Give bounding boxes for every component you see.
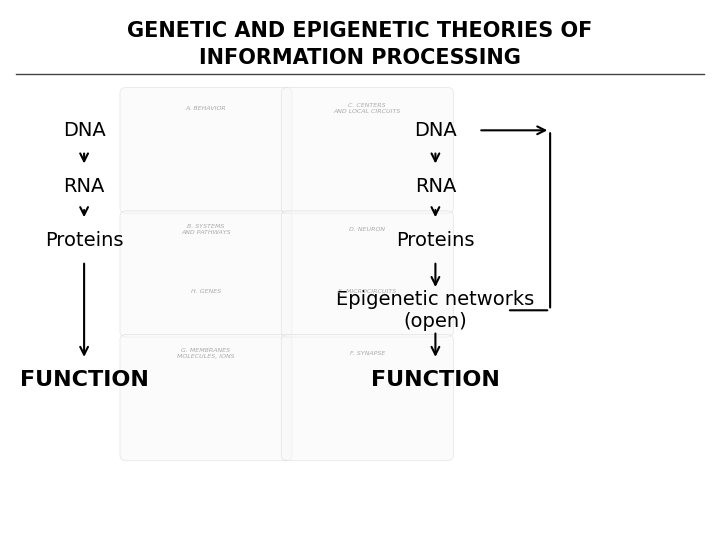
FancyBboxPatch shape (120, 334, 292, 461)
Text: G. MEMBRANES
MOLECULES, IONS: G. MEMBRANES MOLECULES, IONS (177, 348, 235, 359)
Text: DNA: DNA (414, 121, 456, 140)
FancyBboxPatch shape (120, 211, 292, 337)
Text: Epigenetic networks
(open): Epigenetic networks (open) (336, 290, 534, 331)
Text: H. GENES: H. GENES (191, 289, 221, 294)
Text: D. NEURON: D. NEURON (349, 227, 385, 232)
Text: DNA: DNA (63, 121, 106, 140)
Text: F. SYNAPSE: F. SYNAPSE (350, 351, 385, 356)
Text: E. MICROCIRCUITS: E. MICROCIRCUITS (338, 289, 397, 294)
Text: Proteins: Proteins (396, 231, 474, 250)
Text: C. CENTERS
AND LOCAL CIRCUITS: C. CENTERS AND LOCAL CIRCUITS (333, 104, 401, 114)
Text: GENETIC AND EPIGENETIC THEORIES OF: GENETIC AND EPIGENETIC THEORIES OF (127, 21, 593, 41)
Text: B. SYSTEMS
AND PATHWAYS: B. SYSTEMS AND PATHWAYS (181, 224, 231, 235)
FancyBboxPatch shape (120, 87, 292, 214)
Text: INFORMATION PROCESSING: INFORMATION PROCESSING (199, 48, 521, 68)
FancyBboxPatch shape (282, 211, 454, 337)
Text: RNA: RNA (415, 177, 456, 196)
FancyBboxPatch shape (282, 334, 454, 461)
Text: Proteins: Proteins (45, 231, 123, 250)
Text: A. BEHAVIOR: A. BEHAVIOR (186, 106, 226, 111)
Text: RNA: RNA (63, 177, 105, 196)
Text: FUNCTION: FUNCTION (19, 370, 148, 390)
FancyBboxPatch shape (282, 87, 454, 214)
Text: FUNCTION: FUNCTION (371, 370, 500, 390)
